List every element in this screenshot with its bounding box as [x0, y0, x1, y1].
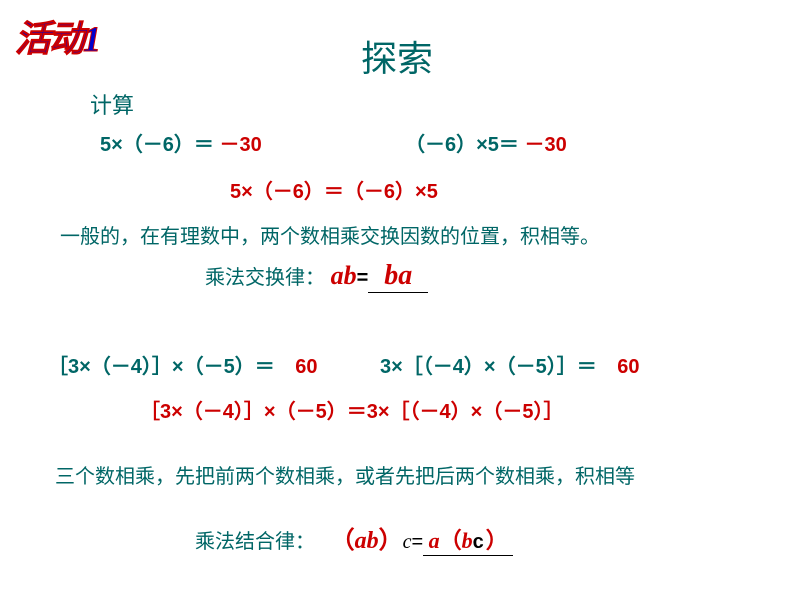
explain2: 三个数相乘，先把前两个数相乘，或者先把后两个数相乘，积相等	[55, 460, 635, 489]
row1-right-expr: （－6）×5＝	[405, 134, 519, 156]
row1-left-result: －30	[220, 134, 262, 156]
row1-left-expr: 5×（－6）＝	[100, 134, 214, 156]
law2-rhs-lparen: （	[440, 528, 462, 553]
row1-equation: 5×（－6）＝（－6）×5	[230, 175, 438, 204]
law2: 乘法结合律： （ab）c=a（bc）	[195, 520, 513, 556]
row1-right: （－6）×5＝ －30	[405, 128, 567, 157]
row2-eq-left: ［3×（－4）］×（－5）＝	[140, 401, 367, 423]
calc-label: 计算	[90, 88, 134, 120]
law1: 乘法交换律： ab=ba	[205, 260, 428, 293]
law1-rhs-b: b	[384, 260, 398, 291]
row2-right-expr: 3×［（－4）×（－5）］＝	[380, 356, 597, 378]
law2-rhs-a: a	[429, 528, 440, 553]
law2-rhs-c: c	[473, 531, 484, 553]
law1-eq: =	[357, 267, 369, 289]
row2-left: ［3×（－4）］×（－5）＝ 60	[48, 350, 318, 379]
law1-rhs-a: a	[398, 260, 412, 291]
law2-b: b	[367, 528, 379, 554]
law2-eq: =	[411, 531, 423, 553]
row2-right: 3×［（－4）×（－5）］＝ 60	[380, 350, 640, 379]
row2-eq-right: 3×［（－4）×（－5）］	[367, 401, 564, 423]
row1-right-result: －30	[525, 134, 567, 156]
law2-lparen: （	[331, 527, 355, 554]
explain1: 一般的，在有理数中，两个数相乘交换因数的位置，积相等。	[60, 220, 600, 249]
row2-left-result: 60	[295, 356, 317, 378]
law2-rhs-rparen: ）	[486, 528, 508, 553]
law2-label: 乘法结合律：	[195, 531, 315, 553]
law2-blank: a（bc）	[423, 523, 513, 556]
row2-left-expr: ［3×（－4）］×（－5）＝	[48, 356, 275, 378]
page-title: 探索	[0, 30, 794, 82]
law2-a: a	[355, 528, 367, 554]
row2-equation: ［3×（－4）］×（－5）＝3×［（－4）×（－5）］	[140, 395, 563, 424]
row2-right-result: 60	[617, 356, 639, 378]
law1-lhs-a: a	[331, 261, 344, 290]
law1-label: 乘法交换律：	[205, 267, 325, 289]
law1-lhs-b: b	[344, 261, 357, 290]
law1-blank: ba	[368, 260, 428, 293]
law2-rparen: ）	[379, 527, 403, 554]
row1-left: 5×（－6）＝ －30	[100, 128, 262, 157]
law2-rhs-b: b	[462, 528, 473, 553]
